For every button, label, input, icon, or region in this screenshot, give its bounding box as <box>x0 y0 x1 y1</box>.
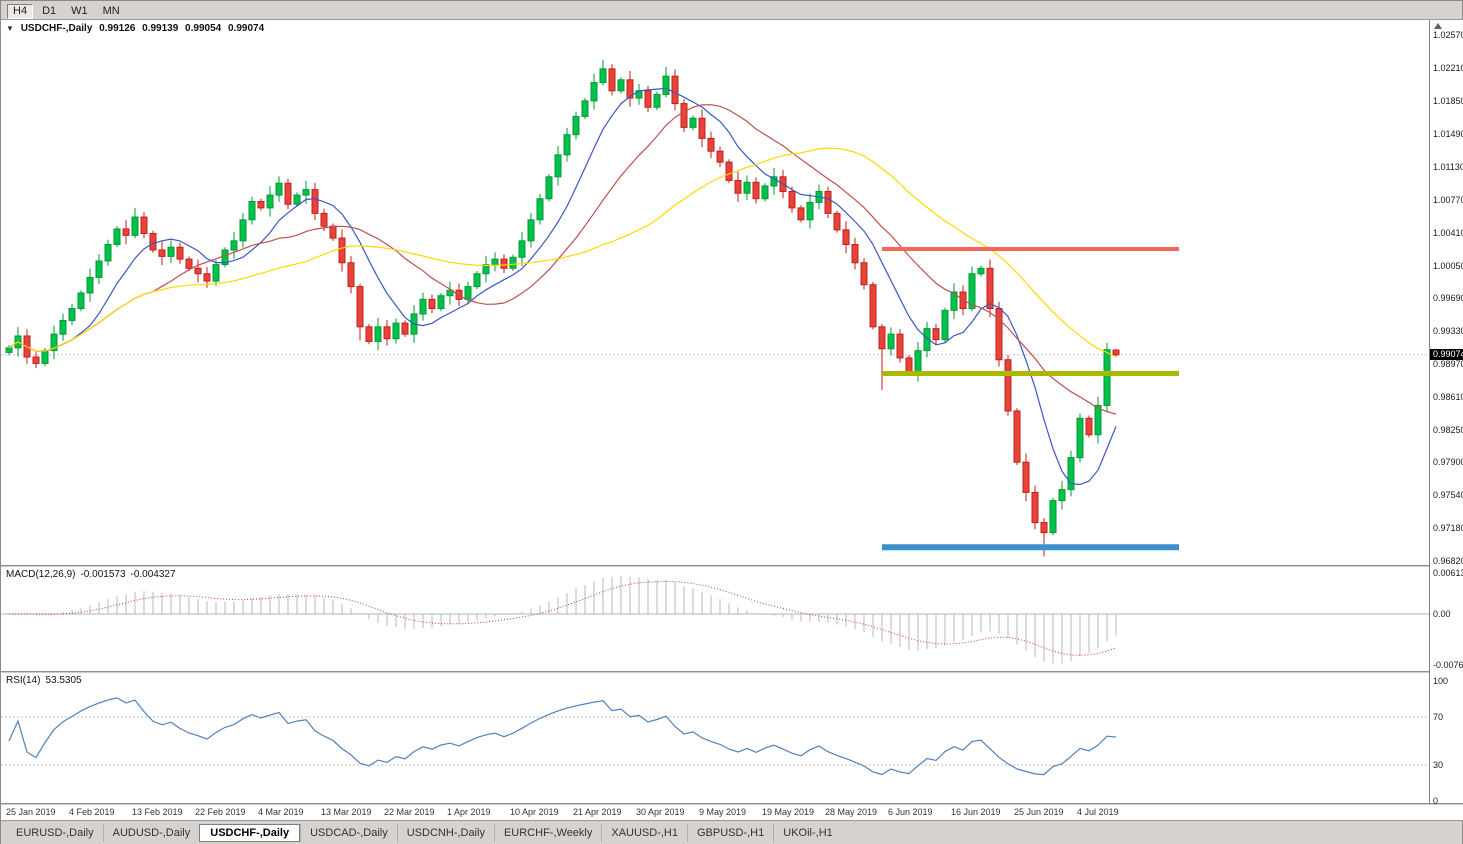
price-tick-label: 0.97900 <box>1433 457 1463 467</box>
rsi-line <box>8 697 1117 776</box>
quote-open: 0.99126 <box>99 23 136 34</box>
rsi-tick-label: 0 <box>1433 796 1439 806</box>
macd-label: MACD(12,26,9) -0.001573 -0.004327 <box>6 569 176 580</box>
tab-usdchf-daily[interactable]: USDCHF-,Daily <box>199 824 301 842</box>
tab-ukoil-h1[interactable]: UKOil-,H1 <box>773 824 842 842</box>
rsi-tick-label: 100 <box>1433 676 1449 686</box>
price-tick-label: 1.02570 <box>1433 30 1463 40</box>
timeframe-d1-button[interactable]: D1 <box>42 5 57 17</box>
price-tick-label: 1.00050 <box>1433 261 1463 271</box>
price-axis[interactable]: 1.02570 1.02210 1.01850 1.01490 1.01130 1.007… <box>1429 20 1463 806</box>
price-tick-label: 0.98970 <box>1433 359 1463 369</box>
macd-histogram <box>17 575 1117 664</box>
panel-separator[interactable] <box>1 803 1463 805</box>
timeframe-mn-button[interactable]: MN <box>102 5 120 17</box>
collapse-quote-panel-icon[interactable]: ▼ <box>6 24 14 33</box>
chart-region: 1.02570 1.02210 1.01850 1.01490 1.01130 1.007… <box>1 20 1463 820</box>
time-tick-label: 25 Jan 2019 <box>6 807 56 817</box>
current-price-tag: 0.99074 <box>1430 349 1463 360</box>
rsi-tick-label: 30 <box>1433 760 1444 770</box>
chart-title: ▼ USDCHF-,Daily 0.99126 0.99139 0.99054 … <box>6 23 268 34</box>
price-tick-label: 1.02210 <box>1433 63 1463 73</box>
tab-usdcad-daily[interactable]: USDCAD-,Daily <box>300 824 397 842</box>
price-tick-label: 0.98250 <box>1433 425 1463 435</box>
tab-eurusd-daily[interactable]: EURUSD-,Daily <box>16 827 94 839</box>
price-tick-label: 1.01490 <box>1433 129 1463 139</box>
chart-symbol-label: USDCHF-,Daily <box>20 23 93 34</box>
timeframe-w1-button[interactable]: W1 <box>71 5 88 17</box>
time-tick-label: 25 Jun 2019 <box>1014 807 1064 817</box>
rsi-tick-label: 70 <box>1433 712 1444 722</box>
panel-separator[interactable] <box>1 565 1463 567</box>
tab-audusd-daily[interactable]: AUDUSD-,Daily <box>102 824 200 842</box>
scroll-indicator-icon[interactable] <box>1434 23 1442 29</box>
time-tick-label: 4 Mar 2019 <box>258 807 304 817</box>
time-tick-label: 13 Mar 2019 <box>321 807 372 817</box>
time-tick-label: 4 Feb 2019 <box>69 807 115 817</box>
tab-usdcnh-daily[interactable]: USDCNH-,Daily <box>396 824 494 842</box>
price-tick-label: 1.00410 <box>1433 228 1463 238</box>
rsi-canvas[interactable] <box>1 673 1429 803</box>
price-tick-label: 0.98610 <box>1433 392 1463 402</box>
price-tick-label: 0.97180 <box>1433 523 1463 533</box>
time-tick-label: 6 Jun 2019 <box>888 807 933 817</box>
tab-eurchf-weekly[interactable]: EURCHF-,Weekly <box>493 824 601 842</box>
time-tick-label: 21 Apr 2019 <box>573 807 622 817</box>
time-tick-label: 4 Jul 2019 <box>1077 807 1119 817</box>
price-tick-label: 1.01130 <box>1433 162 1463 172</box>
price-tick-label: 0.97540 <box>1433 490 1463 500</box>
ma-fast-line <box>8 87 1117 486</box>
time-tick-label: 22 Feb 2019 <box>195 807 246 817</box>
macd-tick-label: 0.00613 <box>1433 568 1463 578</box>
macd-tick-label: 0.00 <box>1433 609 1451 619</box>
candles <box>5 59 1120 557</box>
macd-signal-line <box>8 580 1117 656</box>
price-tick-label: 0.99690 <box>1433 293 1463 303</box>
time-tick-label: 13 Feb 2019 <box>132 807 183 817</box>
price-tick-label: 1.00770 <box>1433 195 1463 205</box>
quote-low: 0.99054 <box>185 23 222 34</box>
timeframe-toolbar: H4 D1 W1 MN <box>1 1 1462 20</box>
quote-close: 0.99074 <box>227 23 265 34</box>
time-tick-label: 30 Apr 2019 <box>636 807 685 817</box>
ma-slow-line <box>8 147 1117 358</box>
price-tick-label: 1.01850 <box>1433 96 1463 106</box>
time-tick-label: 16 Jun 2019 <box>951 807 1001 817</box>
chart-tabs: EURUSD-,Daily AUDUSD-,Daily USDCHF-,Daily U… <box>1 820 1462 844</box>
time-tick-label: 28 May 2019 <box>825 807 878 817</box>
price-chart-canvas[interactable] <box>1 20 1429 565</box>
time-axis[interactable]: 25 Jan 2019 4 Feb 2019 13 Feb 2019 22 Feb 2… <box>1 806 1429 820</box>
time-tick-label: 9 May 2019 <box>699 807 747 817</box>
quote-high: 0.99139 <box>142 23 179 34</box>
ma-mid-line <box>8 104 1117 415</box>
rsi-label: RSI(14) 53.5305 <box>6 675 82 686</box>
time-tick-label: 10 Apr 2019 <box>510 807 559 817</box>
time-tick-label: 22 Mar 2019 <box>384 807 435 817</box>
macd-canvas[interactable] <box>1 567 1429 671</box>
tab-gbpusd-h1[interactable]: GBPUSD-,H1 <box>687 824 773 842</box>
panel-separator[interactable] <box>1 671 1463 673</box>
time-tick-label: 1 Apr 2019 <box>447 807 491 817</box>
timeframe-h4-button[interactable]: H4 <box>7 4 34 19</box>
tab-xauusd-h1[interactable]: XAUUSD-,H1 <box>601 824 687 842</box>
time-tick-label: 19 May 2019 <box>762 807 815 817</box>
price-tick-label: 0.96820 <box>1433 556 1463 566</box>
price-tick-label: 0.99330 <box>1433 326 1463 336</box>
